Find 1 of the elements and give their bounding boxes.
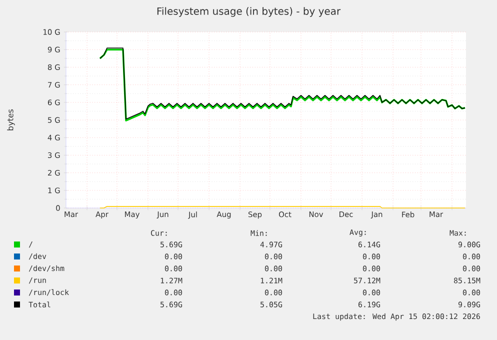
chart-title: Filesystem usage (in bytes) - by year xyxy=(157,7,341,17)
